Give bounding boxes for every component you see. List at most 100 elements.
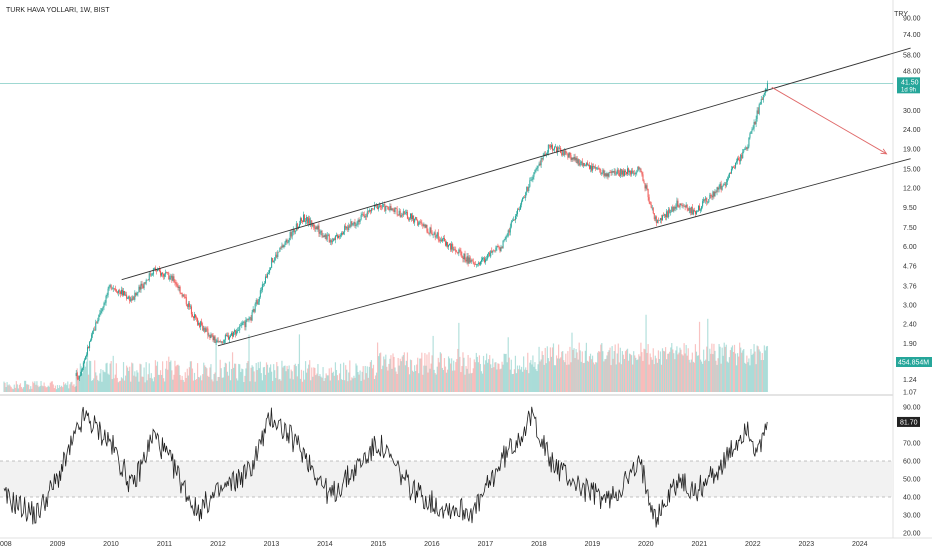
candle	[94, 326, 96, 331]
volume-bar	[9, 385, 11, 392]
candle	[711, 194, 713, 200]
candle	[535, 167, 537, 173]
candle	[437, 229, 439, 243]
volume-bar	[61, 385, 63, 392]
volume-bar	[33, 383, 35, 392]
volume-bar	[130, 381, 132, 392]
candle	[336, 233, 338, 240]
candle	[506, 233, 508, 238]
volume-bar	[232, 367, 235, 392]
volume-bar	[58, 385, 61, 392]
price-tick-label: 1.24	[903, 377, 917, 384]
candle	[512, 216, 514, 221]
candle	[257, 299, 259, 306]
volume-bar	[428, 352, 430, 392]
volume-bar	[363, 379, 365, 392]
candle	[444, 238, 446, 247]
candle	[364, 213, 366, 221]
time-axis[interactable]: 008 2009 2010 2011 2012 2013 2014 2015 2016 2017 2…	[0, 541, 868, 548]
volume-bar	[508, 357, 510, 392]
candle	[471, 258, 473, 262]
candle	[565, 149, 567, 155]
candle	[425, 223, 427, 229]
volume-bar	[545, 363, 547, 392]
price-axis[interactable]: 90.00 74.00 58.00 48.00 30.00 24.00 19.00 15.00…	[896, 16, 932, 538]
candle	[177, 283, 179, 291]
candle	[450, 242, 452, 252]
volume-bar	[606, 355, 608, 392]
volume-bar	[608, 350, 610, 392]
volume-bar	[669, 351, 671, 392]
volume-bar	[590, 359, 593, 392]
candle	[354, 218, 356, 229]
candle	[449, 243, 451, 246]
candle	[139, 284, 141, 293]
volume-bar	[343, 362, 345, 392]
candle	[554, 145, 556, 153]
candle	[319, 229, 321, 237]
candle	[329, 238, 331, 246]
candle	[116, 291, 118, 295]
volume-bar	[673, 353, 675, 392]
volume-bar	[371, 368, 374, 392]
volume-bar	[757, 346, 759, 392]
volume-bar	[291, 371, 293, 392]
candle	[253, 308, 255, 314]
candle	[153, 267, 155, 270]
candle	[245, 317, 247, 331]
currency-label: TRY	[894, 11, 908, 18]
volume-bar	[691, 352, 693, 392]
candle	[395, 207, 397, 209]
volume-bar	[642, 360, 644, 392]
volume-bar	[374, 375, 377, 392]
candle	[516, 207, 518, 217]
volume-bar	[692, 361, 694, 392]
candle	[508, 228, 510, 236]
volume-bar	[674, 359, 676, 392]
volume-bar	[173, 374, 175, 392]
volume-bar	[729, 350, 731, 392]
volume-bar	[524, 369, 526, 392]
volume-bar	[40, 381, 42, 392]
candle	[135, 292, 137, 297]
candle	[299, 216, 301, 226]
volume-bar	[664, 347, 667, 392]
candle	[499, 246, 501, 253]
trend-channel-drawings[interactable]	[121, 47, 911, 347]
channel-upper-line[interactable]	[121, 47, 911, 281]
volume-bar	[147, 374, 149, 392]
volume-bar	[625, 349, 628, 392]
projection-arrow[interactable]	[771, 86, 888, 155]
volume-bar	[84, 366, 87, 392]
volume-bar	[489, 355, 491, 392]
volume-bar	[11, 388, 13, 392]
candle	[349, 224, 351, 228]
candle	[744, 147, 746, 150]
candle	[685, 202, 687, 208]
candle	[503, 238, 505, 243]
volume-bar	[630, 354, 632, 392]
candle	[77, 375, 79, 380]
volume-bar	[188, 367, 190, 392]
volume-bar	[196, 363, 199, 392]
volume-bar	[364, 365, 366, 392]
channel-lower-line[interactable]	[217, 158, 911, 347]
candle	[307, 216, 309, 226]
volume-bar	[506, 362, 508, 392]
candle	[162, 271, 164, 278]
candle	[218, 340, 220, 343]
time-tick-label: 2022	[745, 541, 761, 548]
volume-bar	[3, 381, 5, 392]
volume-bar	[289, 378, 291, 392]
volume-bar	[369, 362, 371, 392]
candle	[318, 222, 320, 237]
rsi-tick-label: 60.00	[903, 459, 921, 466]
candle	[229, 333, 231, 338]
volume-bar	[527, 352, 529, 392]
volume-bar	[26, 384, 28, 392]
time-tick-label: 2009	[50, 541, 66, 548]
candle	[334, 234, 336, 244]
candle	[403, 210, 405, 216]
volume-bar	[747, 362, 749, 392]
